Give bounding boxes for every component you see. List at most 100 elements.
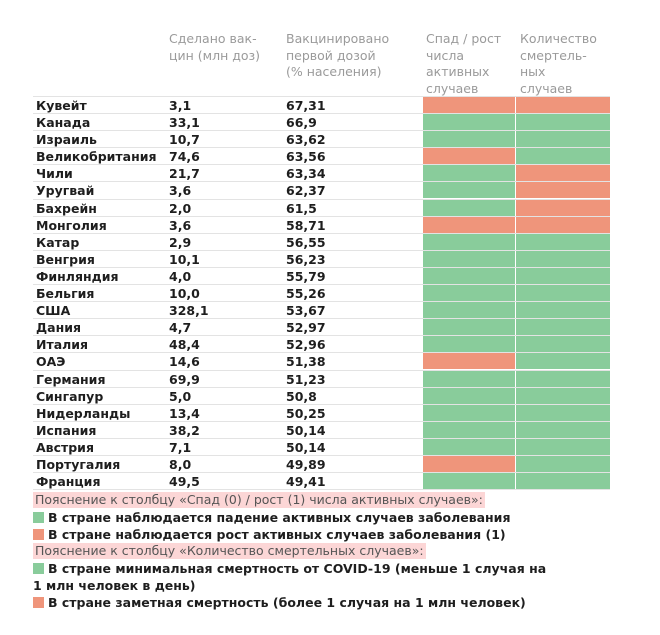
header-deaths: Количество смертель-ных случаев (520, 31, 597, 97)
header-line: активных (426, 64, 490, 79)
header-line: Спад / рост (426, 31, 502, 46)
country-cell: Венгрия (36, 251, 95, 267)
active-cases-cell (423, 250, 515, 267)
country-cell: Франция (36, 474, 101, 490)
table-row: Бахрейн 2,0 61,5 (33, 199, 610, 217)
legend-item-deaths-high: В стране заметная смертность (более 1 сл… (33, 595, 526, 611)
deaths-cell (516, 199, 610, 216)
header-line: (% населения) (286, 64, 382, 79)
active-cases-cell (423, 302, 515, 319)
first-dose-cell: 49,41 (286, 474, 326, 490)
legend-note-text: Пояснение к столбцу «Спад (0) / рост (1)… (33, 492, 485, 508)
header-line: случаев (520, 80, 573, 96)
legend-label: В стране заметная смертность (более 1 сл… (48, 595, 526, 610)
active-cases-cell (423, 473, 515, 490)
doses-cell: 10,1 (169, 251, 200, 267)
header-line: смертель- (520, 47, 587, 63)
doses-cell: 3,1 (169, 98, 192, 113)
legend-label: В стране наблюдается рост активных случа… (48, 527, 506, 542)
active-cases-cell (423, 148, 515, 165)
deaths-cell (516, 473, 610, 490)
first-dose-cell: 53,67 (286, 303, 326, 319)
deaths-cell (516, 302, 610, 319)
deaths-cell (516, 370, 610, 387)
legend-item-active-growth: В стране наблюдается рост активных случа… (33, 527, 506, 543)
country-cell: Дания (36, 320, 81, 336)
doses-cell: 2,0 (169, 200, 192, 216)
first-dose-cell: 50,14 (286, 422, 326, 438)
deaths-cell (516, 319, 610, 336)
first-dose-cell: 51,23 (286, 371, 326, 387)
doses-cell: 3,6 (169, 217, 192, 233)
deaths-cell (516, 387, 610, 404)
table-row: Германия 69,9 51,23 (33, 370, 610, 388)
header-line: ных (520, 64, 546, 79)
country-cell: Кувейт (36, 98, 87, 113)
country-cell: Израиль (36, 132, 97, 148)
first-dose-cell: 63,56 (286, 149, 326, 165)
deaths-cell (516, 336, 610, 353)
table-row: Чили 21,7 63,34 (33, 165, 610, 183)
table-row: ОАЭ 14,6 51,38 (33, 353, 610, 371)
legend-label: В стране наблюдается падение активных сл… (48, 510, 511, 525)
active-cases-cell (423, 216, 515, 233)
active-cases-cell (423, 336, 515, 353)
red-swatch-icon (33, 529, 44, 540)
country-cell: Уругвай (36, 183, 95, 199)
country-cell: Бахрейн (36, 200, 97, 216)
header-active-cases: Спад / рост числа активных случаев (426, 31, 501, 97)
deaths-cell (516, 131, 610, 148)
doses-cell: 14,6 (169, 354, 200, 370)
deaths-cell (516, 455, 610, 472)
active-cases-cell (423, 97, 515, 113)
header-line: случаев (426, 80, 479, 96)
deaths-cell (516, 404, 610, 421)
first-dose-cell: 52,96 (286, 337, 326, 353)
table-row: Австрия 7,1 50,14 (33, 438, 610, 456)
active-cases-cell (423, 131, 515, 148)
table-row: США 328,1 53,67 (33, 302, 610, 320)
country-cell: Катар (36, 234, 80, 250)
doses-cell: 10,7 (169, 132, 200, 148)
table-row: Португалия 8,0 49,89 (33, 455, 610, 474)
active-cases-cell (423, 199, 515, 216)
first-dose-cell: 62,37 (286, 183, 326, 199)
country-cell: Чили (36, 166, 73, 182)
active-cases-cell (423, 387, 515, 404)
active-cases-cell (423, 404, 515, 421)
active-cases-cell (423, 455, 515, 472)
green-swatch-icon (33, 563, 44, 574)
active-cases-cell (423, 182, 515, 199)
first-dose-cell: 50,14 (286, 439, 326, 455)
header-first-dose: Вакцинировано первой дозой (% населения) (286, 31, 389, 81)
doses-cell: 5,0 (169, 388, 192, 404)
first-dose-cell: 63,34 (286, 166, 326, 182)
deaths-cell (516, 285, 610, 302)
deaths-cell (516, 267, 610, 284)
doses-cell: 33,1 (169, 115, 200, 131)
first-dose-cell: 52,97 (286, 320, 326, 336)
active-cases-cell (423, 267, 515, 284)
header-doses: Сделано вак-цин (млн доз) (169, 31, 260, 64)
table-row: Дания 4,7 52,97 (33, 319, 610, 337)
active-cases-cell (423, 421, 515, 438)
doses-cell: 4,0 (169, 268, 192, 284)
first-dose-cell: 67,31 (286, 98, 326, 113)
doses-cell: 7,1 (169, 439, 192, 455)
table-row: Великобритания 74,6 63,56 (33, 148, 610, 166)
vaccination-table: Кувейт 3,1 67,31 Канада 33,1 66,9 Израиль 10,7 6… (33, 96, 610, 491)
deaths-cell (516, 114, 610, 131)
legend-note-deaths: Пояснение к столбцу «Количество смертель… (33, 543, 426, 559)
header-line: Вакцинировано (286, 31, 390, 46)
first-dose-cell: 49,89 (286, 456, 326, 472)
table-row: Испания 38,2 50,14 (33, 421, 610, 439)
first-dose-cell: 63,62 (286, 132, 326, 148)
table-row: Канада 33,1 66,9 (33, 114, 610, 132)
country-cell: Сингапур (36, 388, 104, 404)
doses-cell: 38,2 (169, 422, 200, 438)
active-cases-cell (423, 285, 515, 302)
country-cell: Германия (36, 371, 106, 387)
country-cell: Португалия (36, 456, 121, 472)
country-cell: Австрия (36, 439, 94, 455)
doses-cell: 2,9 (169, 234, 192, 250)
